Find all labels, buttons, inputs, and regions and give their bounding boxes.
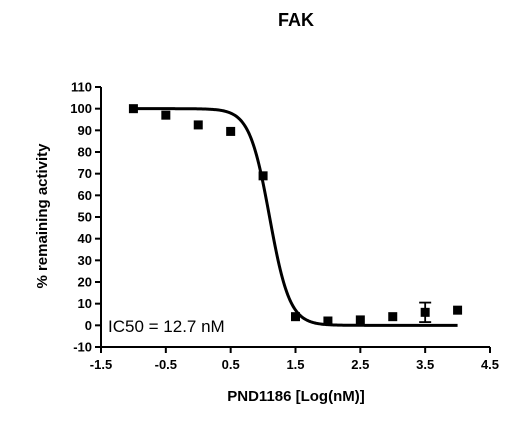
data-point (226, 126, 236, 136)
y-tick-label: 70 (78, 166, 92, 181)
fit-curve-layer (133, 107, 458, 327)
x-tick-label: 2.5 (351, 357, 369, 372)
fit-curve (133, 107, 458, 327)
data-point (161, 110, 171, 120)
y-tick-label: 0 (85, 318, 92, 333)
x-tick-label: 1.5 (286, 357, 304, 372)
y-axis-label: % remaining activity (34, 143, 51, 289)
chart-title: FAK (278, 10, 314, 30)
x-tick-label: 0.5 (222, 357, 240, 372)
y-tick-label: 20 (78, 275, 92, 290)
y-tick-label: 60 (78, 188, 92, 203)
data-point (291, 312, 300, 322)
ic50-annotation: IC50 = 12.7 nM (108, 317, 225, 336)
y-tick-label: 50 (78, 210, 92, 225)
y-tick-label: 30 (78, 253, 92, 268)
data-point (453, 305, 463, 315)
data-point (258, 171, 268, 181)
axes: -10 0 10 20 30 40 50 60 70 80 90 100 110 -1.5 -0.5 0.5 1… (70, 80, 499, 373)
x-axis-label: PND1186 [Log(nM)] (227, 388, 365, 405)
y-tick-label: 100 (70, 101, 92, 116)
data-point (420, 307, 430, 317)
x-tick-label: 4.5 (481, 357, 499, 372)
y-tick-label: 40 (78, 231, 92, 246)
y-tick-label: 10 (78, 296, 92, 311)
data-point (355, 315, 365, 325)
data-point (193, 120, 203, 130)
data-point (323, 316, 333, 326)
x-tick-label: 3.5 (416, 357, 434, 372)
data-point (128, 104, 138, 114)
y-tick-label: 110 (71, 80, 92, 95)
y-tick-label: -10 (73, 340, 92, 355)
x-tick-label: -0.5 (155, 357, 177, 372)
data-point (388, 312, 398, 322)
y-tick-label: 80 (78, 145, 92, 160)
data-points-layer (128, 104, 463, 326)
y-tick-label: 90 (78, 123, 92, 138)
x-tick-label: -1.5 (90, 357, 112, 372)
